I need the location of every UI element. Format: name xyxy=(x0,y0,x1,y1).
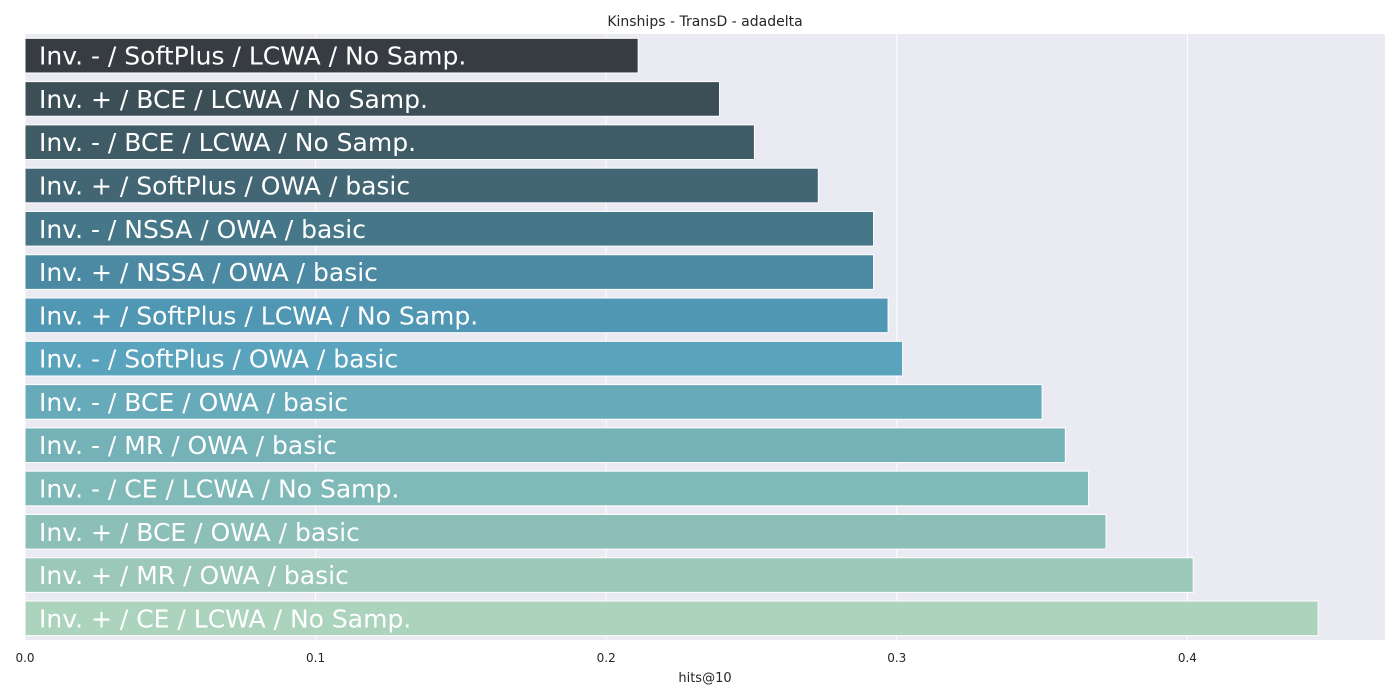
x-tick-label: 0.2 xyxy=(597,651,616,665)
bar xyxy=(24,81,721,117)
bar xyxy=(24,297,889,334)
x-tick-label: 0.3 xyxy=(887,651,906,665)
bar xyxy=(24,210,875,247)
x-tick-label: 0.1 xyxy=(306,651,325,665)
bar-label: Inv. + / BCE / LCWA / No Samp. xyxy=(39,85,428,114)
bar xyxy=(24,37,639,74)
bar-label: Inv. + / SoftPlus / LCWA / No Samp. xyxy=(39,301,478,330)
bar xyxy=(24,600,1319,637)
bar-label: Inv. - / SoftPlus / OWA / basic xyxy=(39,345,398,374)
bar xyxy=(24,254,875,290)
x-axis-ticks: 0.0 0.1 0.2 0.3 0.4 xyxy=(15,651,1196,665)
bar-label: Inv. + / SoftPlus / OWA / basic xyxy=(39,172,410,201)
x-axis-label: hits@10 xyxy=(678,671,731,686)
chart-title: Kinships - TransD - adadelta xyxy=(607,14,802,30)
bar-label: Inv. - / SoftPlus / LCWA / No Samp. xyxy=(39,42,466,71)
bar-label: Inv. - / NSSA / OWA / basic xyxy=(39,215,366,244)
bar-label: Inv. - / MR / OWA / basic xyxy=(39,431,337,460)
bar-label: Inv. - / BCE / LCWA / No Samp. xyxy=(39,128,416,157)
bar-label: Inv. + / NSSA / OWA / basic xyxy=(39,258,378,287)
bar-label: Inv. + / BCE / OWA / basic xyxy=(39,518,360,547)
bars: Inv. - / SoftPlus / LCWA / No Samp. Inv. … xyxy=(24,37,1319,637)
x-tick-label: 0.0 xyxy=(15,651,34,665)
bar xyxy=(24,340,904,377)
bar-label: Inv. - / CE / LCWA / No Samp. xyxy=(39,475,399,504)
bar xyxy=(24,427,1066,464)
bar-label: Inv. + / CE / LCWA / No Samp. xyxy=(39,604,411,633)
bar xyxy=(24,470,1090,507)
bar xyxy=(24,384,1043,420)
bar xyxy=(24,167,819,204)
bar xyxy=(24,124,755,161)
x-tick-label: 0.4 xyxy=(1178,651,1197,665)
bar-label: Inv. + / MR / OWA / basic xyxy=(39,561,349,590)
bar-label: Inv. - / BCE / OWA / basic xyxy=(39,388,348,417)
bar xyxy=(24,557,1194,593)
bar xyxy=(24,513,1107,550)
